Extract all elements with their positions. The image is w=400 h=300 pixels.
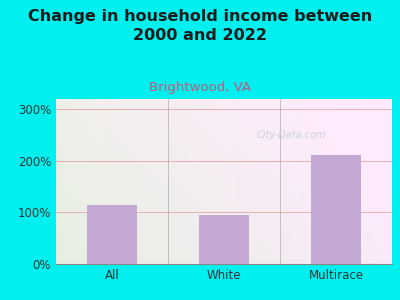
Bar [311, 155, 361, 264]
Bar [87, 205, 137, 264]
Text: Brightwood, VA: Brightwood, VA [149, 81, 251, 94]
Text: Change in household income between
2000 and 2022: Change in household income between 2000 … [28, 9, 372, 43]
Text: City-Data.com: City-Data.com [256, 130, 326, 140]
Bar [199, 215, 249, 264]
